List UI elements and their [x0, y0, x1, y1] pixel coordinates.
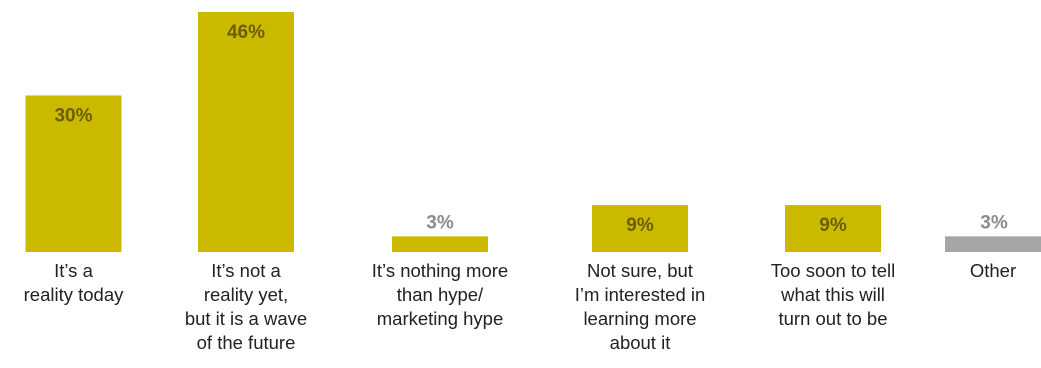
category-label-line: It’s a	[54, 260, 93, 281]
bar-0	[25, 95, 122, 252]
bar-5	[945, 236, 1041, 252]
category-label-line: marketing hype	[377, 308, 503, 329]
category-label-line: learning more	[583, 308, 696, 329]
category-label-line: reality yet,	[204, 284, 288, 305]
bar-value-label-3: 9%	[626, 215, 654, 236]
bar-3	[592, 205, 688, 252]
category-label-line: I’m interested in	[575, 284, 706, 305]
category-label-line: It’s nothing more	[372, 260, 508, 281]
category-label-line: It’s not a	[211, 260, 281, 281]
category-label-line: about it	[610, 332, 671, 353]
bar-4	[785, 205, 881, 252]
bar-2	[392, 236, 488, 252]
category-label-line: Not sure, but	[587, 260, 693, 281]
bar-value-label-1: 46%	[227, 22, 265, 43]
category-label-line: of the future	[197, 332, 296, 353]
category-label-line: turn out to be	[778, 308, 887, 329]
category-label-5: Other	[970, 260, 1016, 281]
bar-value-label-0: 30%	[54, 105, 92, 126]
category-label-line: Too soon to tell	[771, 260, 895, 281]
category-label-line: than hype/	[397, 284, 484, 305]
category-label-line: Other	[970, 260, 1016, 281]
category-label-4: Too soon to tell what this will turn out t…	[771, 260, 895, 329]
category-label-line: but it is a wave	[185, 308, 307, 329]
category-label-1: It’s not a reality yet, but it is a wave of…	[185, 260, 307, 353]
bar-value-label-5: 3%	[980, 212, 1008, 233]
category-label-3: Not sure, but I’m interested in learning m…	[575, 260, 706, 353]
category-label-line: what this will	[780, 284, 885, 305]
category-label-2: It’s nothing more than hype/marketing hyp…	[372, 260, 508, 329]
bar-value-label-4: 9%	[819, 215, 847, 236]
bar-1	[198, 12, 294, 252]
bar-value-label-2: 3%	[426, 212, 454, 233]
category-label-0: It’s a reality today	[24, 260, 124, 305]
category-label-line: reality today	[24, 284, 124, 305]
